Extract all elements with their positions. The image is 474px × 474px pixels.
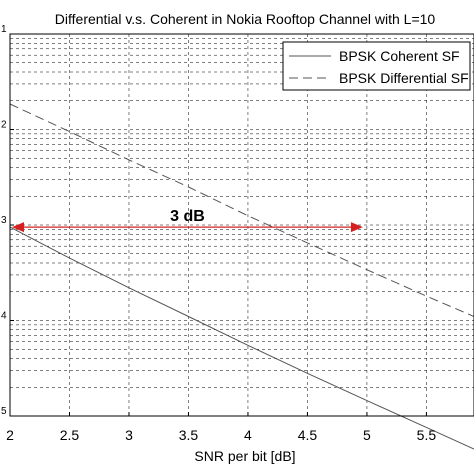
chart-title: Differential v.s. Coherent in Nokia Roof… [55,11,436,27]
y-tick-label: 5 [1,406,7,417]
x-tick-label: 3 [125,427,133,443]
x-tick-label: 4 [244,427,252,443]
y-tick-label: 2 [1,120,7,131]
x-axis-label: SNR per bit [dB] [194,448,295,464]
x-tick-label: 2 [6,427,14,443]
annotation-label: 3 dB [170,208,205,225]
annotation-arrowhead-right [350,222,363,233]
y-tick-label: 4 [1,311,7,322]
legend-label-2: BPSK Differential SF [339,70,469,86]
series-layer [9,103,474,450]
x-tick-label: 5.5 [417,427,437,443]
series-line-2 [9,103,474,317]
x-tick-label: 3.5 [179,427,199,443]
x-tick-label: 2.5 [60,427,80,443]
legend-label-1: BPSK Coherent SF [339,48,460,64]
legend-box [282,41,471,91]
legend: BPSK Coherent SF BPSK Differential SF [282,41,471,91]
y-tick-label: 1 [1,24,7,35]
y-tick-label: 3 [1,215,7,226]
x-axis: 2 2.5 3 3.5 4 4.5 5 5.5 [6,412,436,443]
x-tick-label: 5 [363,427,371,443]
annotation-layer: 3 dB [12,208,363,233]
series-line-1 [9,226,474,450]
annotation-arrowhead-left [12,222,24,233]
x-tick-label: 4.5 [298,427,318,443]
y-axis: 5 4 3 2 1 [1,24,14,417]
